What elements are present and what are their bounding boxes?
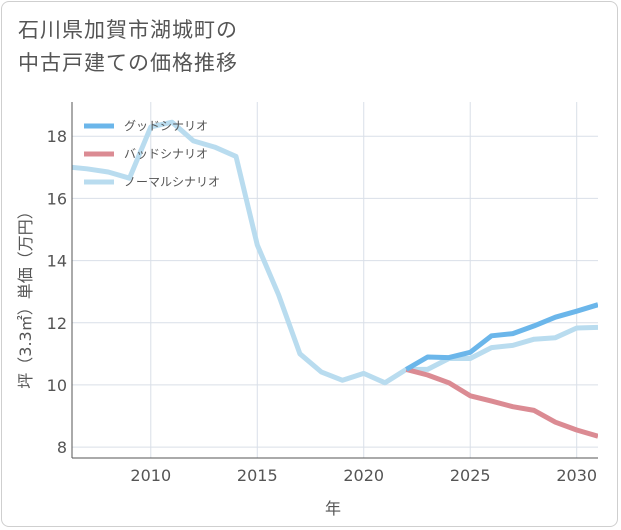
legend-label: バッドシナリオ bbox=[124, 147, 208, 161]
plot-area bbox=[72, 102, 598, 458]
title-line-1: 石川県加賀市湖城町の bbox=[18, 18, 238, 42]
x-tick-label: 2015 bbox=[237, 466, 278, 485]
y-tick-label: 14 bbox=[47, 252, 67, 271]
legend-label: ノーマルシナリオ bbox=[124, 175, 220, 189]
x-tick-label: 2020 bbox=[343, 466, 384, 485]
y-tick-label: 18 bbox=[47, 127, 67, 146]
x-tick-label: 2010 bbox=[130, 466, 171, 485]
series-line-0 bbox=[405, 302, 598, 372]
y-tick-label: 10 bbox=[47, 376, 67, 395]
x-tick-label: 2030 bbox=[556, 466, 597, 485]
series-lines bbox=[72, 119, 598, 439]
series-line-1 bbox=[405, 366, 598, 439]
legend-label: グッドシナリオ bbox=[124, 119, 208, 133]
x-axis-label: 年 bbox=[325, 499, 341, 518]
chart-title: 石川県加賀市湖城町の 中古戸建ての価格推移 bbox=[18, 14, 438, 80]
y-axis-label: 坪（3.3㎡）単価（万円） bbox=[16, 203, 35, 388]
y-tick-label: 8 bbox=[57, 438, 67, 457]
series-line-2 bbox=[72, 119, 598, 386]
y-tick-label: 12 bbox=[47, 314, 67, 333]
axes: 2010 2015 2020 2025 2030 8 10 12 14 16 18 bbox=[47, 102, 598, 485]
grid bbox=[72, 102, 598, 458]
y-tick-label: 16 bbox=[47, 189, 67, 208]
title-line-2: 中古戸建ての価格推移 bbox=[18, 51, 238, 75]
x-tick-label: 2025 bbox=[450, 466, 491, 485]
